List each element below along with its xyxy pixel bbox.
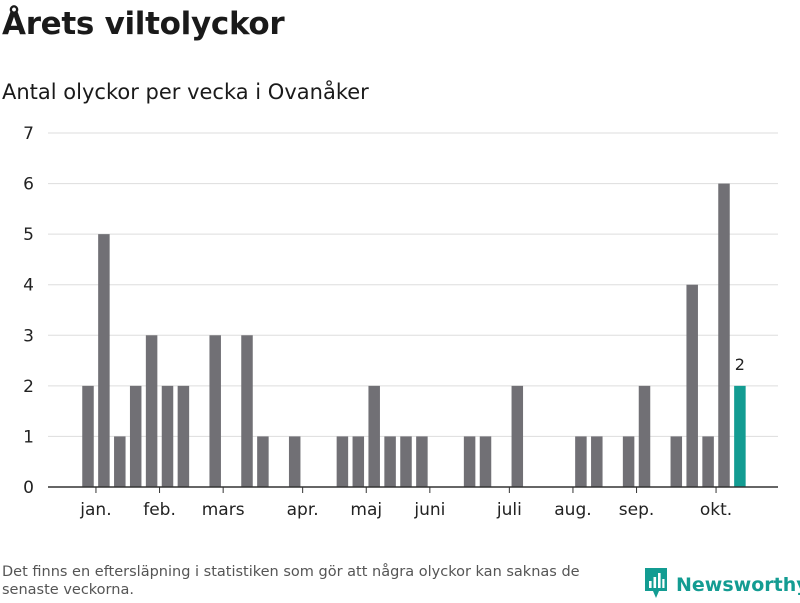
bar-week-4 — [129, 385, 142, 487]
bar-week-5 — [145, 335, 158, 487]
x-tick-label-mars: mars — [202, 500, 245, 520]
y-tick-label-1: 1 — [23, 427, 34, 447]
bar-week-3 — [114, 436, 126, 487]
x-tick-label-juli: juli — [496, 500, 522, 520]
x-tick-label-feb.: feb. — [143, 500, 176, 520]
data-label-last-week: 2 — [735, 355, 745, 374]
bar-week-26 — [479, 436, 492, 487]
bar-week-33 — [591, 436, 603, 487]
x-tick-label-apr.: apr. — [287, 500, 319, 520]
x-tick-label-maj: maj — [350, 500, 382, 520]
y-tick-label-2: 2 — [23, 377, 34, 397]
bar-week-32 — [575, 436, 587, 487]
bar-week-12 — [257, 436, 269, 487]
x-tick-label-okt.: okt. — [700, 500, 732, 520]
bar-week-39 — [686, 284, 698, 487]
bar-week-14 — [288, 436, 301, 487]
x-tick-label-jan.: jan. — [79, 500, 111, 520]
bar-week-42 — [734, 385, 746, 487]
brand-name: Newsworthy — [676, 574, 800, 596]
chart-title: Årets viltolyckor — [2, 6, 285, 42]
y-tick-label-6: 6 — [23, 175, 34, 195]
y-tick-label-3: 3 — [23, 326, 34, 346]
chart-subtitle: Antal olyckor per vecka i Ovanåker — [2, 80, 369, 104]
y-tick-label-0: 0 — [23, 478, 34, 498]
y-tick-label-4: 4 — [23, 276, 34, 296]
bar-week-28 — [511, 385, 524, 487]
y-tick-label-7: 7 — [23, 124, 34, 144]
bar-week-1 — [82, 385, 94, 487]
x-tick-label-juni: juni — [413, 500, 445, 520]
bar-week-11 — [241, 335, 253, 487]
bar-week-17 — [336, 436, 349, 487]
bar-week-41 — [718, 183, 730, 488]
bar-week-21 — [400, 436, 412, 487]
bar-week-22 — [416, 436, 428, 487]
bar-week-38 — [670, 436, 683, 487]
bar-week-35 — [622, 436, 635, 487]
brand[interactable]: Newsworthy — [644, 567, 800, 603]
bar-week-7 — [177, 385, 190, 487]
bar-chart: 0 1 2 3 4 5 6 7 jan. feb. mars apr. maj juni juli aug.… — [23, 124, 778, 520]
y-axis-ticks: 0 1 2 3 4 5 6 7 — [23, 124, 34, 498]
gridlines — [48, 132, 778, 437]
bar-week-36 — [638, 385, 651, 487]
bar-week-25 — [463, 436, 476, 487]
y-tick-label-5: 5 — [23, 225, 34, 245]
bar-week-9 — [209, 335, 221, 487]
footnote: Det finns en eftersläpning i statistiken… — [2, 564, 580, 598]
bars — [82, 183, 746, 488]
bar-week-6 — [161, 385, 174, 487]
newsworthy-logo-icon — [644, 567, 668, 603]
bar-week-2 — [98, 234, 110, 487]
bar-week-18 — [352, 436, 365, 487]
x-tick-label-aug.: aug. — [554, 500, 591, 520]
bar-week-40 — [702, 436, 714, 487]
bar-week-20 — [384, 436, 396, 487]
x-axis-ticks: jan. feb. mars apr. maj juni juli aug. sep. okt. — [79, 487, 732, 520]
x-tick-label-sep.: sep. — [619, 500, 655, 520]
bar-week-19 — [368, 385, 380, 487]
